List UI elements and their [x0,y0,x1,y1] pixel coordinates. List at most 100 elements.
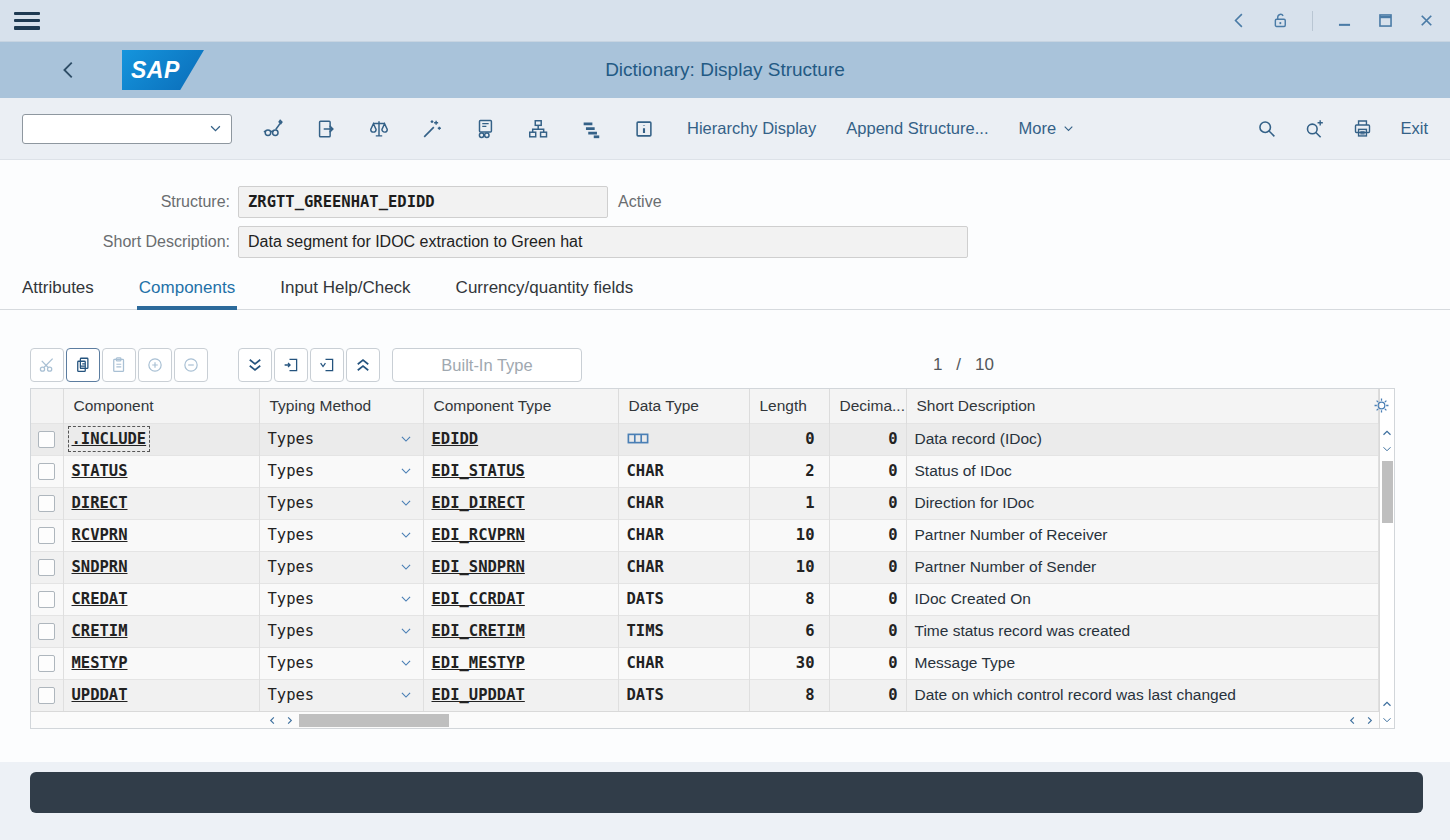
scroll-left-icon[interactable] [267,715,278,726]
typing-method-select[interactable]: Types [268,430,423,448]
component-type-link[interactable]: EDI_UPDDAT [432,686,525,704]
component-type-link[interactable]: EDI_SNDPRN [432,558,525,576]
insert-row-button[interactable] [274,348,308,382]
info-icon[interactable] [633,118,655,140]
component-link[interactable]: STATUS [72,462,128,480]
horizontal-scrollbar[interactable] [31,711,1379,728]
table-row: MESTYPTypesEDI_MESTYPCHAR300Message Type [31,647,1379,679]
tab-attributes[interactable]: Attributes [20,272,96,309]
typing-method-select[interactable]: Types [268,622,423,640]
minimize-icon[interactable] [1335,11,1354,30]
data-type-value: CHAR [627,494,664,512]
tab-currency-quantity-fields[interactable]: Currency/quantity fields [454,272,636,309]
typing-method-select[interactable]: Types [268,590,423,608]
close-icon[interactable] [1417,11,1436,30]
hierarchy-icon[interactable] [527,118,549,140]
component-link[interactable]: RCVPRN [72,526,128,544]
component-type-link[interactable]: EDI_MESTYP [432,654,525,672]
tab-input-help-check[interactable]: Input Help/Check [278,272,412,309]
scroll-right-icon[interactable] [284,715,295,726]
row-checkbox[interactable] [38,495,55,512]
scroll-up-icon[interactable] [1381,698,1393,710]
description-value: Direction for IDoc [906,487,1379,519]
back-icon[interactable] [1230,11,1249,30]
row-checkbox[interactable] [38,463,55,480]
delete-row-button[interactable] [310,348,344,382]
row-checkbox[interactable] [38,431,55,448]
typing-method-select[interactable]: Types [268,526,423,544]
builtin-type-button[interactable]: Built-In Type [392,348,582,382]
component-type-link[interactable]: EDI_CCRDAT [432,590,525,608]
cut-button[interactable] [30,348,64,382]
search-plus-icon[interactable] [1304,118,1325,139]
structure-field[interactable]: ZRGTT_GREENHAT_EDIDD [238,186,608,218]
scroll-up-icon[interactable] [1381,427,1393,439]
copy-object-icon[interactable] [315,118,337,140]
delete-row-icon [318,356,336,374]
hierarchy-display-button[interactable]: Hierarchy Display [687,119,816,138]
component-type-link[interactable]: EDI_STATUS [432,462,525,480]
row-checkbox[interactable] [38,527,55,544]
append-structure-button[interactable]: Append Structure... [846,119,988,138]
double-chevron-down-button[interactable] [238,348,272,382]
double-chevron-up-button[interactable] [346,348,380,382]
component-type-link[interactable]: EDIDD [432,430,479,448]
sort-stack-icon[interactable] [580,118,602,140]
search-icon[interactable] [1256,118,1277,139]
insert-plus-button[interactable] [138,348,172,382]
paste-button[interactable] [102,348,136,382]
description-value: Status of IDoc [906,455,1379,487]
check-icon[interactable] [368,118,390,140]
short-description-field[interactable]: Data segment for IDOC extraction to Gree… [238,226,968,258]
more-button[interactable]: More [1018,119,1075,138]
component-type-link[interactable]: EDI_CRETIM [432,622,525,640]
row-checkbox[interactable] [38,559,55,576]
scroll-down-icon[interactable] [1381,443,1393,455]
gear-icon[interactable] [1372,396,1391,415]
typing-method-select[interactable]: Types [268,654,423,672]
row-checkbox[interactable] [38,591,55,608]
tab-components[interactable]: Components [137,272,237,309]
row-checkbox[interactable] [38,655,55,672]
scroll-right-icon[interactable] [1364,715,1375,726]
remove-minus-button[interactable] [174,348,208,382]
scroll-left-icon[interactable] [1347,715,1358,726]
insert-row-icon [282,356,300,374]
print-icon[interactable] [1352,118,1373,139]
component-link[interactable]: CREDAT [72,590,128,608]
table-row: DIRECTTypesEDI_DIRECTCHAR10Direction for… [31,487,1379,519]
row-checkbox[interactable] [38,623,55,640]
table-row: CRETIMTypesEDI_CRETIMTIMS60Time status r… [31,615,1379,647]
typing-method-select[interactable]: Types [268,494,423,512]
vertical-scroll-thumb[interactable] [1382,461,1393,523]
typing-method-select[interactable]: Types [268,558,423,576]
component-type-link[interactable]: EDI_RCVPRN [432,526,525,544]
component-type-link[interactable]: EDI_DIRECT [432,494,525,512]
component-link[interactable]: SNDPRN [72,558,128,576]
scroll-down-icon[interactable] [1381,714,1393,726]
horizontal-scroll-thumb[interactable] [299,714,449,727]
component-link[interactable]: .INCLUDE [72,430,147,448]
command-field[interactable] [22,114,232,144]
component-link[interactable]: DIRECT [72,494,128,512]
copy-rows-button[interactable] [66,348,100,382]
chevron-down-icon[interactable] [208,121,223,136]
hamburger-menu-icon[interactable] [14,10,40,32]
component-link[interactable]: MESTYP [72,654,128,672]
main-toolbar: Hierarchy Display Append Structure... Mo… [0,98,1450,160]
row-checkbox[interactable] [38,687,55,704]
component-link[interactable]: CRETIM [72,622,128,640]
where-used-icon[interactable] [474,118,496,140]
component-link[interactable]: UPDDAT [72,686,128,704]
unlock-icon[interactable] [1271,11,1290,30]
exit-button[interactable]: Exit [1400,119,1428,138]
typing-method-select[interactable]: Types [268,462,423,480]
navigate-back-icon[interactable] [58,59,80,81]
column-header-data-type: Data Type [618,389,749,423]
typing-method-select[interactable]: Types [268,686,423,704]
vertical-scrollbar[interactable] [1379,389,1394,728]
double-chevron-down-icon [246,356,264,374]
maximize-icon[interactable] [1376,11,1395,30]
display-change-icon[interactable] [262,118,284,140]
activate-icon[interactable] [421,118,443,140]
